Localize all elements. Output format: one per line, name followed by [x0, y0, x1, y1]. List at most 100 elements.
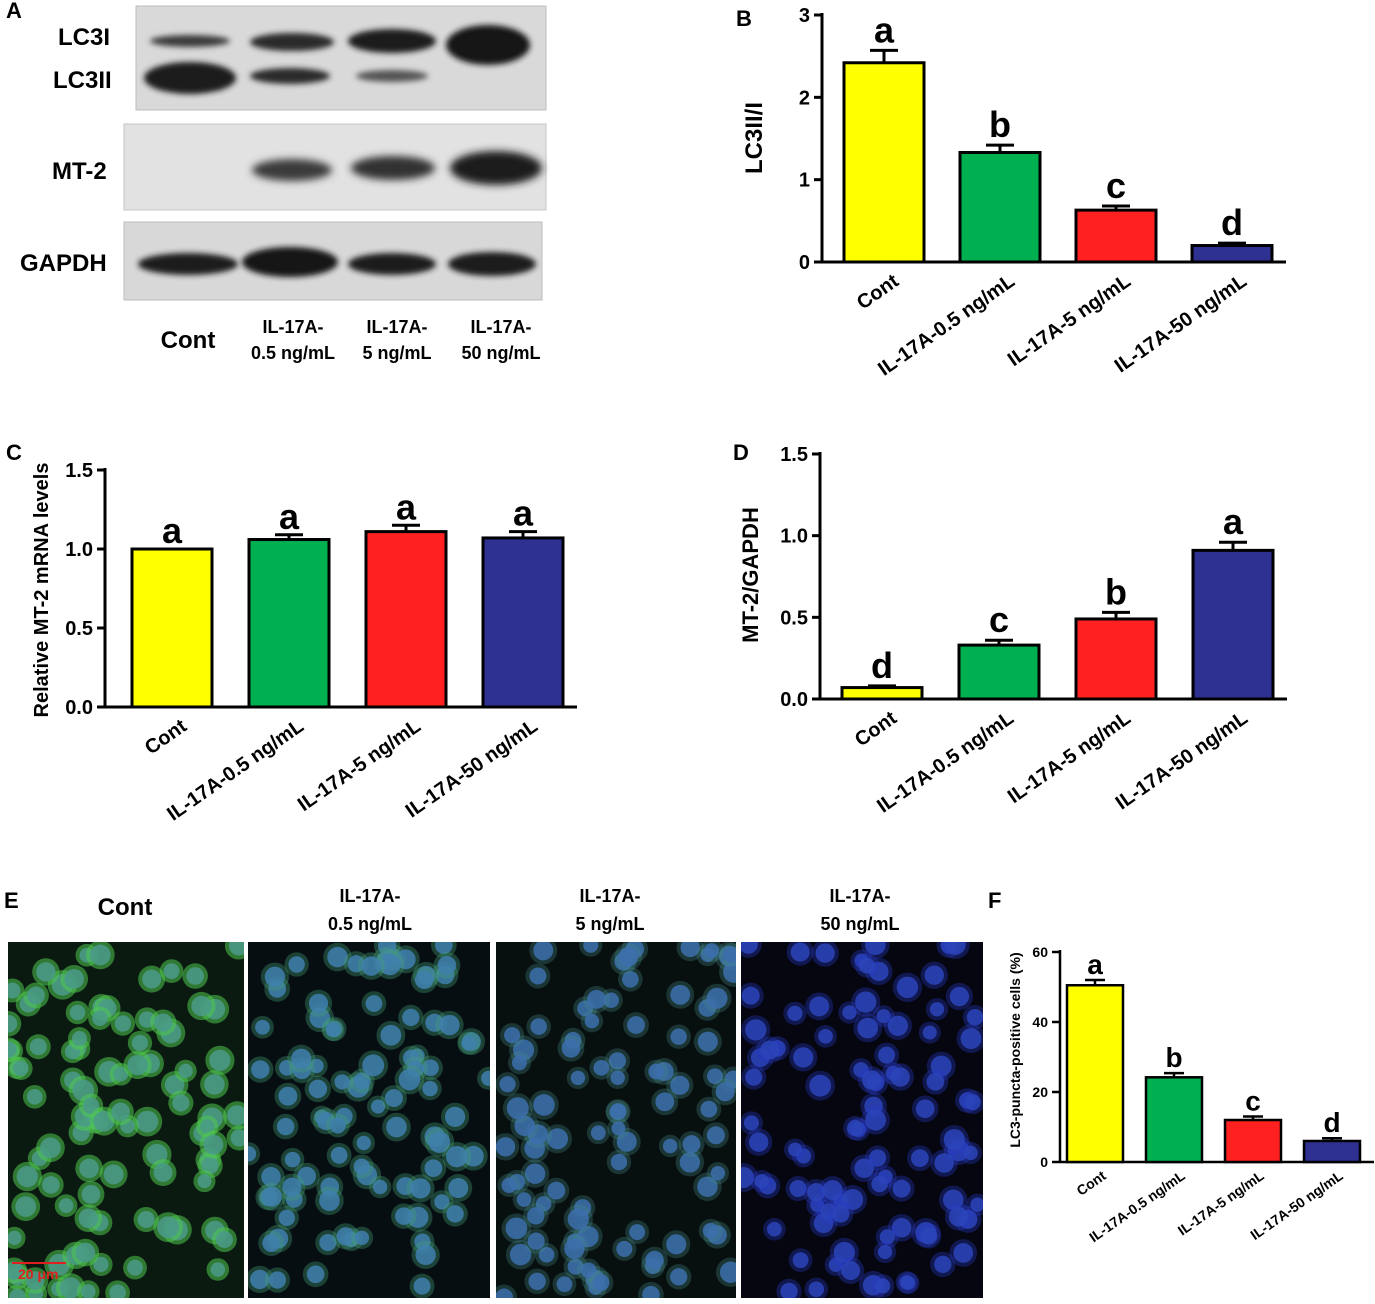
- cell-nucleus: [878, 1046, 896, 1064]
- cell-nucleus: [924, 965, 944, 985]
- cell-nucleus: [250, 1269, 270, 1290]
- cell-nucleus: [434, 1194, 450, 1210]
- cell-nucleus: [330, 1146, 348, 1164]
- cell-nucleus: [611, 1121, 626, 1136]
- significance-letter: b: [1165, 1042, 1182, 1073]
- cell-nucleus: [215, 1231, 233, 1249]
- cell-nucleus: [362, 1054, 385, 1077]
- cell-nucleus: [347, 955, 365, 973]
- cell-nucleus: [414, 970, 434, 990]
- cell-nucleus: [279, 1059, 295, 1076]
- cell-nucleus: [261, 1186, 282, 1207]
- cell-nucleus: [745, 1019, 767, 1041]
- cell-nucleus: [8, 1014, 18, 1033]
- cell-nucleus: [516, 1192, 532, 1207]
- cell-nucleus: [92, 1010, 108, 1026]
- panel-letter-c: C: [6, 440, 22, 465]
- cell-nucleus: [629, 1224, 646, 1241]
- cell-nucleus: [930, 1055, 952, 1077]
- cell-nucleus: [448, 1178, 469, 1198]
- cell-nucleus: [361, 956, 382, 976]
- cell-nucleus: [407, 1206, 429, 1228]
- cell-nucleus: [547, 1181, 566, 1200]
- cell-nucleus: [308, 1079, 328, 1099]
- cell-nucleus: [842, 1005, 857, 1020]
- cell-nucleus: [264, 966, 286, 987]
- y-tick-label: 40: [1032, 1014, 1048, 1030]
- significance-letter: d: [871, 645, 893, 686]
- y-tick-label: 1.5: [780, 444, 808, 466]
- y-tick-label: 2: [799, 87, 810, 109]
- cell-nucleus: [743, 1115, 760, 1131]
- cell-nucleus: [529, 967, 547, 985]
- cell-nucleus: [642, 1285, 660, 1298]
- cell-nucleus: [209, 1049, 231, 1071]
- cell-nucleus: [137, 1210, 155, 1229]
- cell-nucleus: [857, 1017, 879, 1039]
- cell-nucleus: [25, 1271, 45, 1290]
- cell-nucleus: [855, 991, 877, 1013]
- cell-nucleus: [809, 1074, 832, 1097]
- cell-nucleus: [204, 1074, 225, 1095]
- cell-nucleus: [964, 1094, 981, 1111]
- cell-nucleus: [248, 1146, 257, 1162]
- cell-nucleus: [329, 1117, 346, 1134]
- significance-letter: c: [1106, 165, 1126, 206]
- cell-nucleus: [496, 1137, 516, 1157]
- cell-nucleus: [103, 1164, 124, 1185]
- cell-nucleus: [960, 1028, 982, 1049]
- cell-nucleus: [593, 1059, 610, 1076]
- cell-nucleus: [587, 989, 607, 1009]
- cell-nucleus: [715, 1082, 735, 1102]
- cell-nucleus: [227, 1105, 244, 1126]
- cell-nucleus: [191, 995, 212, 1017]
- cell-nucleus: [276, 1117, 295, 1136]
- cell-nucleus: [865, 942, 886, 956]
- cell-nucleus: [645, 1250, 664, 1270]
- cell-nucleus: [69, 1004, 86, 1021]
- cell-nucleus: [58, 1198, 74, 1213]
- cell-nucleus: [40, 1137, 61, 1159]
- cell-nucleus: [546, 1128, 569, 1150]
- cell-nucleus: [610, 1070, 625, 1085]
- micrograph-cells: [741, 942, 983, 1298]
- cell-nucleus: [741, 942, 758, 954]
- cell-nucleus: [567, 1258, 584, 1275]
- cell-nucleus: [723, 961, 736, 983]
- cell-nucleus: [200, 1119, 215, 1134]
- blot-label-gapdh: GAPDH: [20, 250, 107, 277]
- band-gapdh-05: [242, 247, 338, 277]
- cell-nucleus: [306, 1265, 325, 1284]
- cell-nucleus: [662, 1138, 678, 1154]
- cell-nucleus: [749, 1132, 769, 1152]
- cell-nucleus: [334, 1074, 350, 1090]
- blot-label-mt2: MT-2: [52, 158, 107, 185]
- cell-nucleus: [15, 1196, 37, 1217]
- y-tick-label: 1.0: [65, 539, 93, 561]
- significance-letter: a: [513, 493, 534, 534]
- cell-nucleus: [197, 1174, 212, 1189]
- cell-nucleus: [422, 1059, 439, 1077]
- cell-nucleus: [719, 1261, 736, 1283]
- cell-nucleus: [111, 1102, 130, 1122]
- cell-nucleus: [949, 986, 970, 1007]
- cell-nucleus: [402, 1008, 420, 1027]
- cell-nucleus: [618, 946, 639, 967]
- cell-nucleus: [865, 1109, 886, 1131]
- band-mt2-50: [450, 151, 542, 185]
- cell-nucleus: [627, 1016, 645, 1034]
- cell-nucleus: [567, 1208, 589, 1230]
- cell-nucleus: [809, 996, 830, 1017]
- cell-nucleus: [499, 1076, 516, 1093]
- cell-nucleus: [875, 1278, 891, 1294]
- micro-title-05: IL-17A- 0.5 ng/mL: [327, 886, 412, 934]
- micrograph-cont: [8, 942, 244, 1298]
- cell-nucleus: [136, 1110, 159, 1133]
- cell-nucleus: [861, 1070, 882, 1090]
- cell-nucleus: [131, 1034, 149, 1052]
- cell-nucleus: [670, 984, 691, 1005]
- micrograph-50: [741, 942, 983, 1298]
- cell-nucleus: [920, 1227, 938, 1245]
- bar: [1074, 208, 1158, 264]
